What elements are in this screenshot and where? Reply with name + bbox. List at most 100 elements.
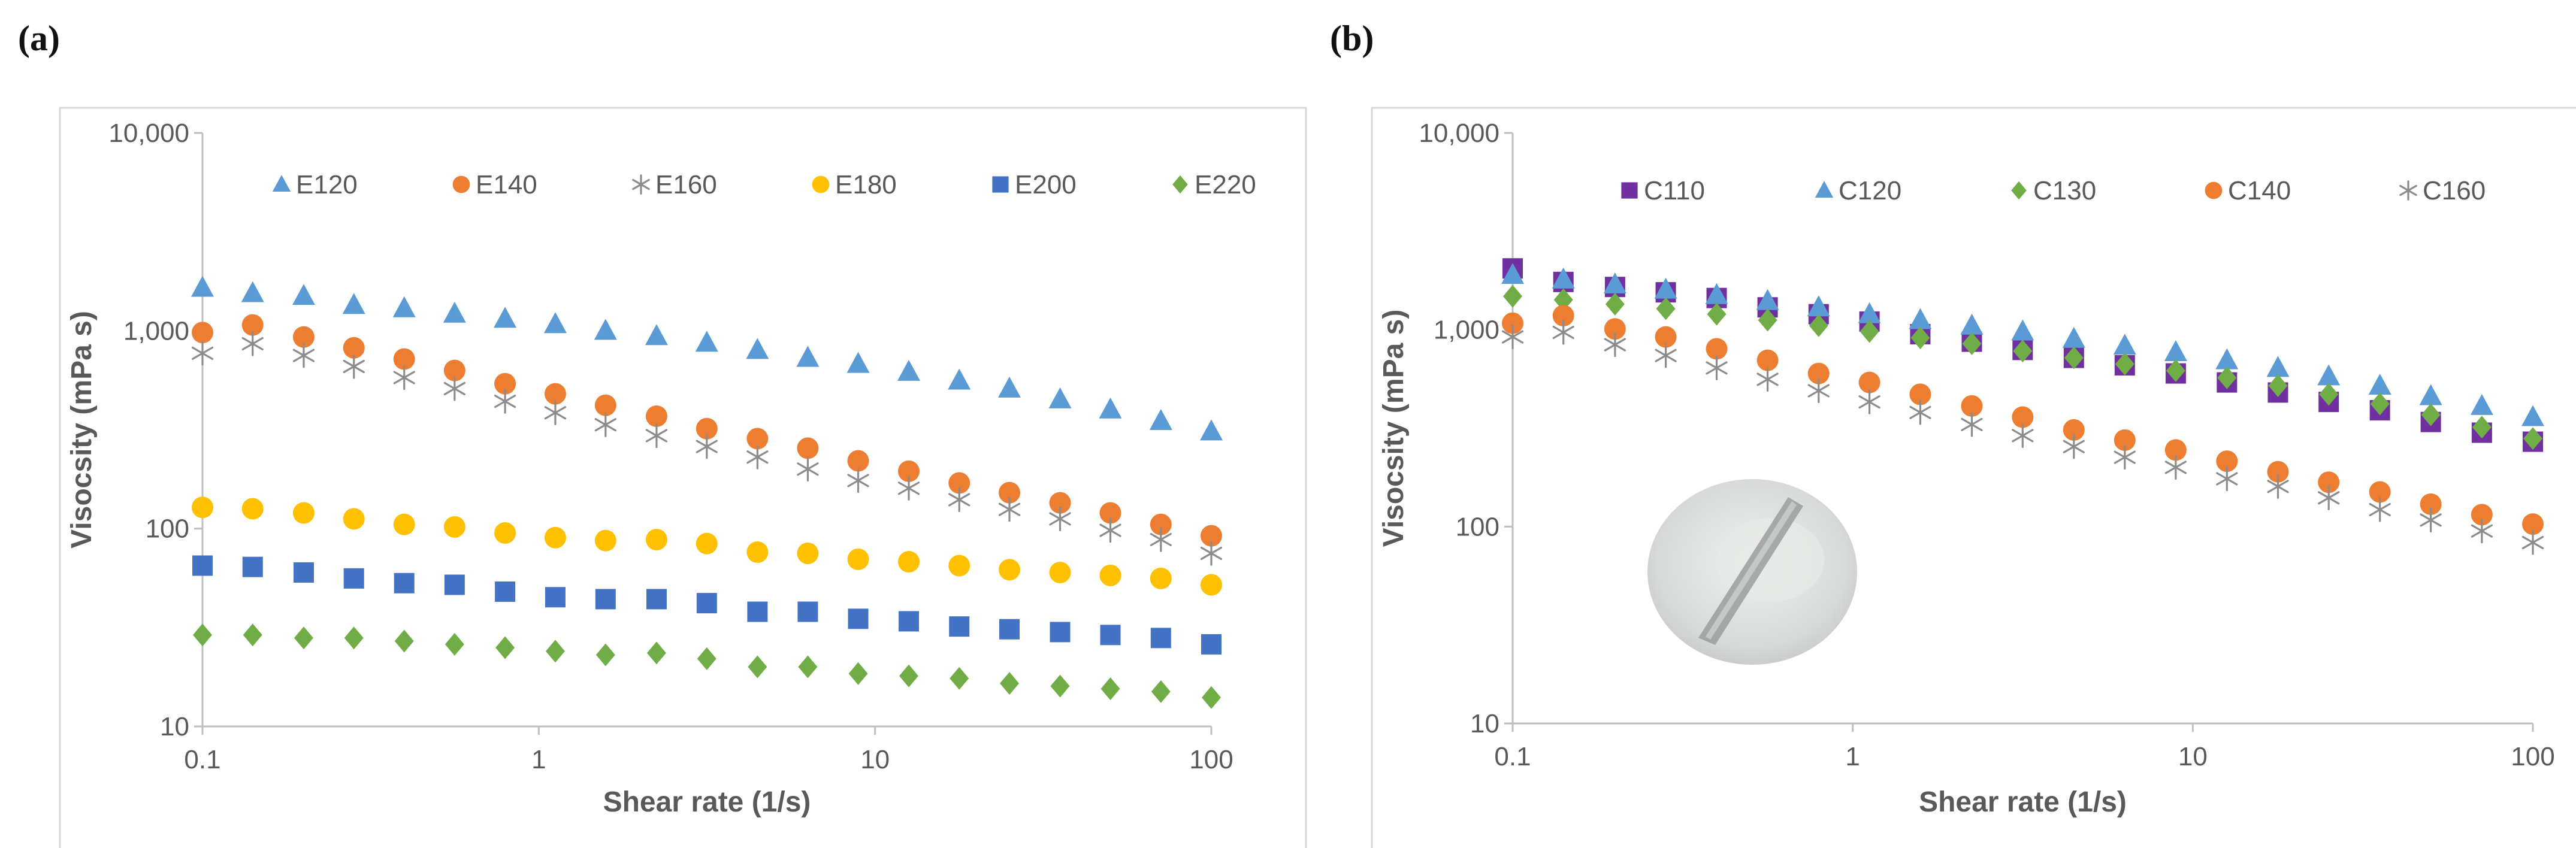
x-axis-title: Shear rate (1/s)	[1919, 786, 2127, 818]
data-point-C140	[2216, 450, 2238, 473]
y-axis-title: Visocsity (mPa s)	[66, 311, 98, 549]
data-point-C160	[1961, 412, 1983, 437]
data-point-C160	[1552, 320, 1574, 345]
data-point-E180	[847, 548, 869, 570]
data-point-C120	[2470, 393, 2493, 415]
data-point-E180	[1049, 561, 1071, 583]
data-point-C120	[2521, 405, 2544, 426]
data-point-E160	[696, 434, 718, 459]
y-tick-label: 1,000	[123, 316, 189, 346]
data-point-C140	[1552, 305, 1574, 327]
data-point-C120	[2215, 348, 2239, 370]
data-point-C120	[1603, 272, 1626, 293]
data-point-E160	[998, 497, 1021, 522]
data-point-C130	[2166, 359, 2185, 382]
series-E140	[192, 314, 1222, 547]
data-point-C120	[1960, 313, 1984, 335]
data-point-E180	[544, 526, 566, 549]
data-point-E180	[1150, 567, 1172, 589]
x-tick-label: 1	[1845, 742, 1860, 771]
data-point-C140	[1604, 318, 1626, 340]
data-point-E200	[899, 611, 920, 632]
data-point-E120	[1048, 387, 1072, 408]
data-point-E160	[847, 468, 869, 493]
data-point-E200	[495, 581, 516, 602]
data-point-E220	[243, 623, 262, 647]
series-E200	[192, 555, 1222, 655]
data-point-C130	[1605, 292, 1625, 316]
legend-label: C120	[1839, 176, 1901, 205]
data-point-E140	[948, 472, 970, 494]
data-point-E120	[1149, 408, 1172, 430]
data-point-E220	[1050, 674, 1070, 698]
data-point-E200	[545, 587, 566, 608]
data-point-E140	[292, 326, 315, 348]
data-point-E180	[746, 541, 769, 564]
data-point-E160	[645, 423, 668, 449]
data-point-C140	[2063, 419, 2085, 441]
y-tick-label: 100	[146, 514, 189, 544]
data-point-E200	[192, 555, 213, 576]
data-point-E220	[1151, 680, 1171, 703]
x-tick-label: 0.1	[184, 745, 220, 774]
data-point-E200	[1150, 628, 1171, 649]
data-point-C120	[2368, 374, 2391, 395]
data-point-E180	[443, 516, 465, 538]
data-point-E140	[192, 322, 213, 344]
data-point-E160	[746, 444, 769, 470]
data-point-C140	[1706, 338, 1728, 360]
legend-label: C140	[2228, 176, 2291, 205]
data-point-E140	[898, 460, 920, 482]
legend-marker-C130	[2011, 181, 2027, 200]
data-point-E140	[999, 481, 1021, 504]
legend-label: C160	[2423, 176, 2486, 205]
data-point-E120	[543, 312, 567, 334]
data-point-E200	[949, 616, 970, 637]
legend-marker-E120	[272, 175, 291, 192]
chart-frame	[1371, 107, 2576, 848]
data-point-C140	[2369, 481, 2391, 503]
sample-photo-inset	[1647, 479, 1857, 665]
data-point-E200	[595, 589, 616, 610]
data-point-E120	[1099, 397, 1122, 419]
data-point-E220	[899, 664, 919, 688]
data-point-C140	[1909, 383, 1931, 405]
data-point-E180	[898, 550, 920, 573]
data-point-E140	[847, 450, 869, 472]
legend-marker-C160	[2399, 180, 2417, 201]
data-point-E160	[897, 476, 920, 501]
data-point-E120	[342, 293, 365, 314]
chart-frame	[59, 107, 1307, 848]
data-point-E160	[191, 341, 214, 366]
photo-rod-highlight	[1706, 501, 1797, 640]
data-point-C120	[1756, 289, 1779, 310]
data-point-C140	[2012, 406, 2034, 428]
data-point-E220	[697, 647, 716, 670]
data-point-E180	[797, 542, 819, 564]
data-point-C120	[1909, 308, 1932, 329]
data-point-E140	[645, 405, 667, 427]
data-point-C160	[2216, 466, 2238, 492]
data-point-E220	[950, 667, 969, 690]
y-tick-label: 100	[1456, 512, 1499, 541]
data-point-E120	[443, 301, 466, 323]
data-point-E220	[445, 632, 464, 656]
series-E160	[191, 331, 1223, 566]
data-point-C140	[2114, 429, 2136, 451]
data-point-E120	[897, 359, 921, 381]
series-C120	[1501, 263, 2544, 426]
data-point-C120	[2419, 384, 2442, 405]
data-point-E120	[695, 331, 718, 352]
legend-label: C130	[2033, 176, 2096, 205]
data-point-E180	[999, 559, 1021, 581]
data-point-E220	[1202, 686, 1221, 709]
data-point-E120	[998, 376, 1021, 398]
data-point-C160	[1706, 355, 1728, 380]
legend-label: E220	[1195, 170, 1256, 199]
data-point-C130	[2013, 340, 2033, 363]
data-point-C160	[2114, 444, 2136, 470]
data-point-E200	[394, 573, 415, 593]
data-point-E140	[797, 437, 819, 459]
data-point-E140	[241, 314, 264, 336]
